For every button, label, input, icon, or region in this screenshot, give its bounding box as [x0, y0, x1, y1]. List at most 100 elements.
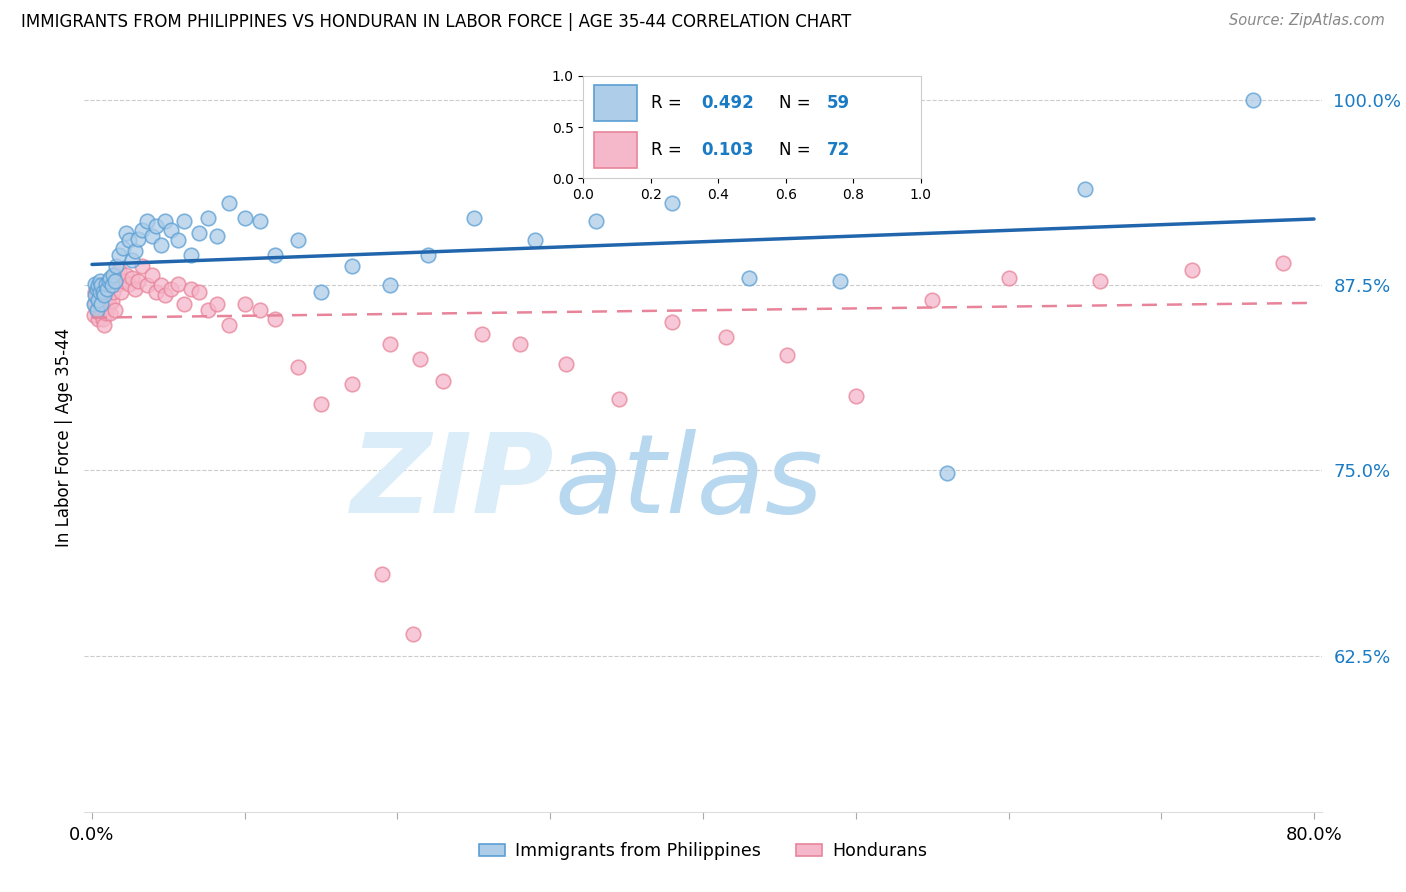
Point — [108, 263, 131, 277]
Point — [83, 297, 105, 311]
Point — [84, 288, 107, 302]
Text: R =: R = — [651, 141, 688, 159]
Point — [86, 303, 108, 318]
Text: IMMIGRANTS FROM PHILIPPINES VS HONDURAN IN LABOR FORCE | AGE 35-44 CORRELATION C: IMMIGRANTS FROM PHILIPPINES VS HONDURAN … — [21, 13, 852, 31]
Point — [1181, 263, 1204, 277]
Point — [86, 288, 108, 302]
Point — [110, 285, 132, 300]
Point — [714, 330, 737, 344]
Point — [187, 285, 209, 300]
Point — [104, 274, 127, 288]
Point — [1241, 93, 1264, 107]
Point — [402, 626, 425, 640]
Point — [90, 278, 112, 293]
Point — [101, 294, 124, 309]
Point — [89, 306, 111, 320]
Point — [197, 211, 219, 226]
Point — [118, 234, 141, 248]
Text: R =: R = — [651, 94, 688, 112]
Point — [997, 270, 1019, 285]
Point — [93, 288, 115, 302]
Point — [83, 308, 105, 322]
Point — [104, 303, 127, 318]
Point — [91, 297, 114, 311]
Point — [378, 337, 401, 351]
FancyBboxPatch shape — [593, 85, 637, 121]
Point — [101, 278, 124, 293]
Point — [160, 223, 183, 237]
Point — [371, 567, 394, 582]
Point — [91, 285, 114, 300]
Point — [127, 232, 149, 246]
Point — [470, 326, 492, 341]
Point — [111, 274, 134, 288]
Point — [121, 270, 143, 285]
Point — [97, 274, 120, 288]
Point — [218, 196, 240, 211]
Point — [124, 282, 146, 296]
Point — [114, 268, 136, 282]
Point — [554, 357, 576, 371]
Point — [218, 318, 240, 332]
Point — [84, 277, 107, 291]
Point — [264, 248, 287, 262]
Point — [776, 348, 799, 362]
Point — [89, 285, 111, 300]
Point — [94, 285, 117, 300]
Text: atlas: atlas — [554, 428, 823, 535]
Point — [661, 315, 683, 329]
Point — [309, 397, 332, 411]
Point — [249, 303, 271, 318]
Text: ZIP: ZIP — [352, 428, 554, 535]
Point — [124, 244, 146, 258]
Point — [118, 277, 141, 291]
Text: 0.492: 0.492 — [702, 94, 755, 112]
Point — [509, 337, 531, 351]
FancyBboxPatch shape — [593, 132, 637, 168]
Point — [149, 238, 172, 252]
Point — [830, 274, 852, 288]
Point — [93, 318, 115, 332]
Point — [738, 270, 761, 285]
Point — [207, 229, 229, 244]
Point — [264, 312, 287, 326]
Point — [86, 282, 108, 296]
Point — [90, 297, 112, 311]
Point — [173, 297, 195, 311]
Point — [233, 297, 256, 311]
Point — [97, 297, 120, 311]
Point — [155, 288, 177, 302]
Point — [114, 226, 136, 240]
Point — [103, 268, 125, 282]
Point — [87, 278, 110, 293]
Point — [173, 214, 195, 228]
Point — [340, 259, 363, 273]
Point — [155, 214, 177, 228]
Point — [131, 259, 153, 273]
Point — [84, 297, 107, 311]
Point — [523, 234, 546, 248]
Point — [121, 252, 143, 267]
Text: 59: 59 — [827, 94, 849, 112]
Legend: Immigrants from Philippines, Hondurans: Immigrants from Philippines, Hondurans — [472, 835, 934, 867]
Point — [1074, 181, 1097, 195]
Point — [1088, 274, 1111, 288]
Point — [845, 389, 868, 403]
Point — [108, 248, 131, 262]
Point — [661, 196, 683, 211]
Point — [89, 274, 111, 288]
Point — [936, 467, 959, 481]
Point — [921, 293, 943, 307]
Point — [98, 306, 121, 320]
Text: Source: ZipAtlas.com: Source: ZipAtlas.com — [1229, 13, 1385, 29]
Text: N =: N = — [779, 141, 815, 159]
Point — [141, 268, 163, 282]
Point — [1272, 256, 1295, 270]
Point — [149, 278, 172, 293]
Point — [105, 268, 128, 282]
Point — [91, 312, 114, 326]
Point — [94, 306, 117, 320]
Point — [90, 303, 112, 318]
Point — [180, 282, 202, 296]
Point — [166, 234, 188, 248]
